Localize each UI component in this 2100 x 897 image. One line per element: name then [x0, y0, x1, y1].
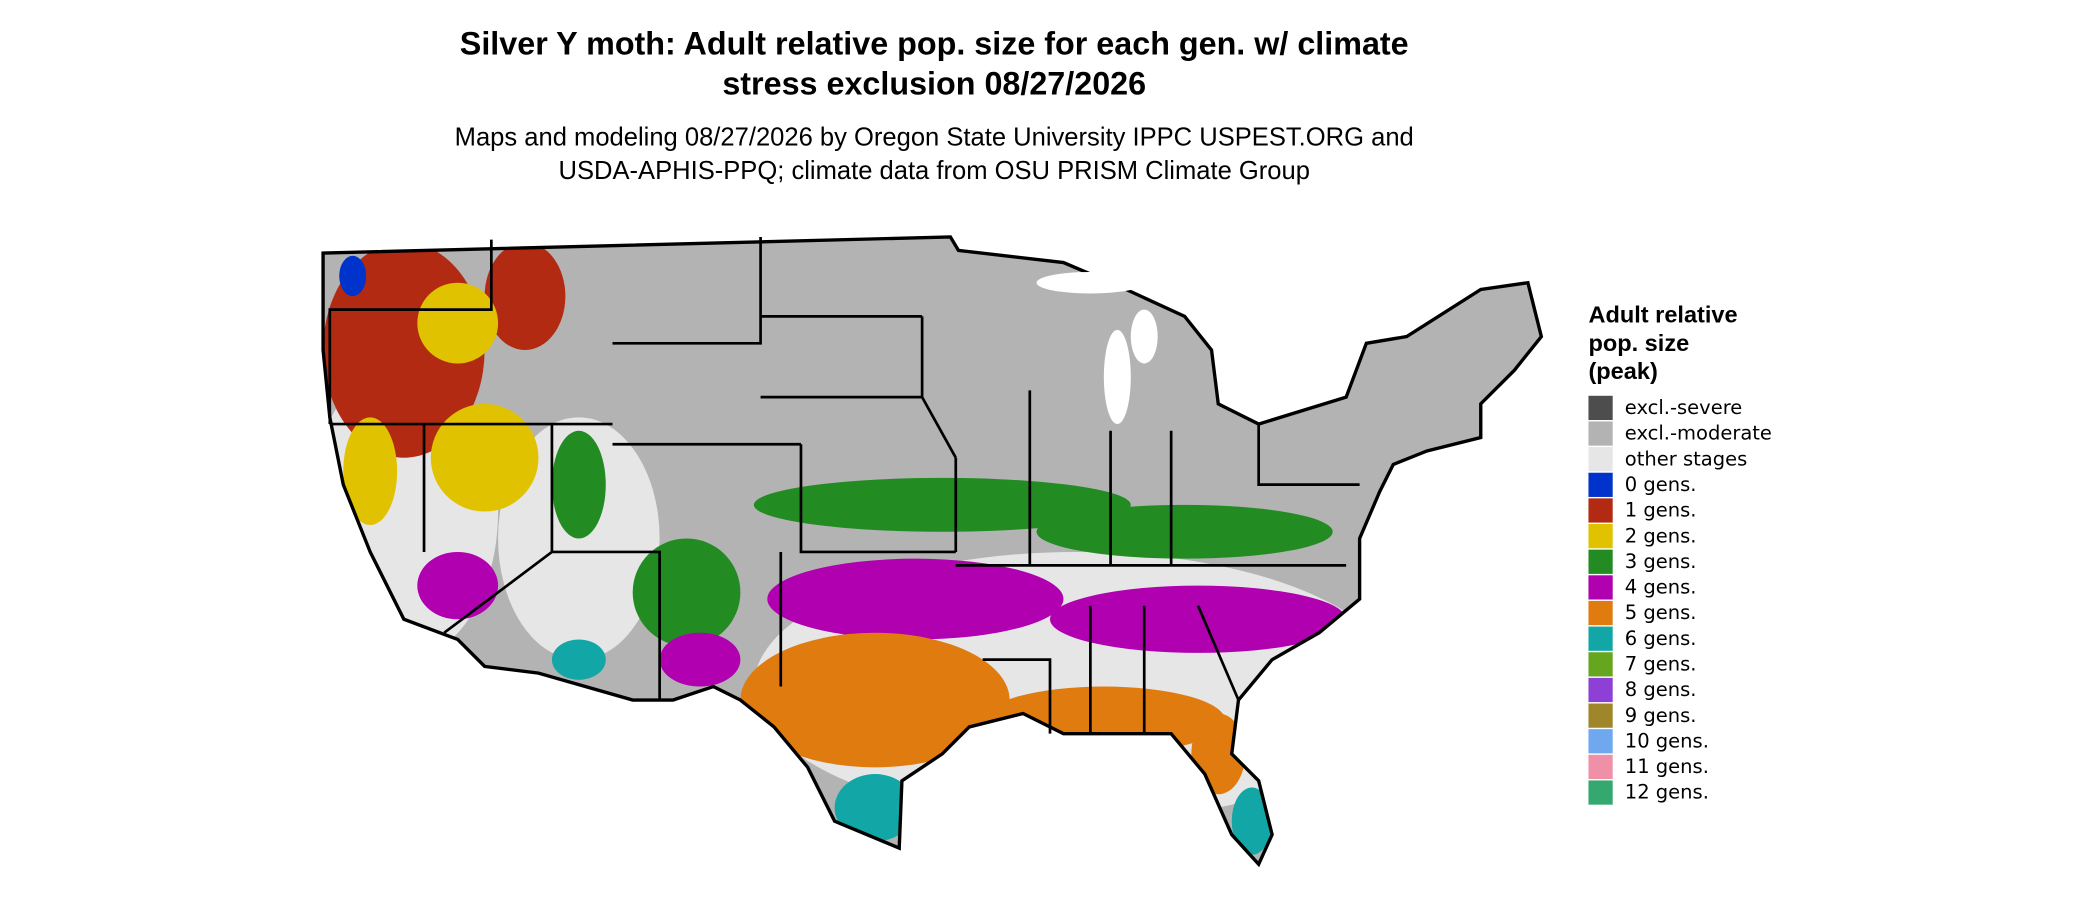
legend-label: 3 gens. — [1625, 550, 1697, 573]
region — [1050, 585, 1347, 653]
title-line: Silver Y moth: Adult relative pop. size … — [460, 25, 1409, 61]
legend-swatch — [1588, 498, 1613, 523]
region — [753, 477, 1131, 532]
legend-label: 6 gens. — [1625, 627, 1697, 650]
region — [1231, 787, 1273, 855]
legend-swatch — [1588, 600, 1613, 626]
region — [740, 632, 1010, 768]
region — [551, 639, 606, 680]
region — [339, 255, 367, 297]
legend-label: 9 gens. — [1625, 704, 1697, 727]
legend-swatch — [1588, 754, 1613, 780]
region — [767, 558, 1064, 640]
region — [417, 551, 499, 620]
legend-swatch — [1588, 652, 1613, 677]
legend-swatch — [1588, 524, 1613, 549]
legend-swatch — [1588, 472, 1613, 497]
region — [1191, 713, 1246, 795]
region — [484, 242, 566, 351]
region — [982, 686, 1225, 754]
legend-label: 5 gens. — [1625, 601, 1697, 624]
legend-label: other stages — [1625, 447, 1747, 470]
legend-label: 8 gens. — [1625, 678, 1697, 701]
region — [834, 774, 916, 842]
legend-label: excl.-severe — [1625, 396, 1743, 419]
region — [417, 282, 499, 364]
legend-label: 12 gens. — [1625, 781, 1709, 804]
us-outline — [321, 235, 1544, 868]
legend-swatch — [1588, 549, 1613, 574]
title-line: stress exclusion 08/27/2026 — [722, 66, 1146, 102]
legend-title-line: pop. size — [1588, 330, 1689, 356]
legend-swatch — [1588, 421, 1613, 446]
legend-label: 7 gens. — [1625, 653, 1697, 676]
subtitle-line: USDA-APHIS-PPQ; climate data from OSU PR… — [559, 157, 1310, 185]
legend-label: 10 gens. — [1625, 729, 1709, 752]
legend-swatch — [1588, 575, 1613, 600]
region — [430, 403, 539, 512]
legend-swatch — [1588, 729, 1613, 754]
legend-swatch — [1588, 677, 1613, 703]
legend-label: 1 gens. — [1625, 499, 1697, 522]
region — [659, 632, 741, 687]
legend-swatch — [1588, 626, 1613, 651]
region — [343, 417, 398, 526]
legend-swatch — [1588, 447, 1613, 472]
legend-title-line: (peak) — [1588, 358, 1657, 384]
region — [1036, 504, 1333, 559]
legend-swatch — [1588, 703, 1613, 728]
legend-swatch — [1588, 780, 1613, 805]
state-borders — [328, 236, 1360, 734]
subtitle-line: Maps and modeling 08/27/2026 by Oregon S… — [455, 123, 1414, 151]
legend-label: 11 gens. — [1625, 755, 1709, 778]
great-lakes — [1036, 271, 1158, 425]
legend-label: 2 gens. — [1625, 524, 1697, 547]
legend-swatch — [1588, 395, 1613, 421]
legend-label: excl.-moderate — [1625, 422, 1772, 445]
legend-label: 0 gens. — [1625, 473, 1697, 496]
legend-title-line: Adult relative — [1588, 302, 1737, 328]
region — [632, 538, 741, 647]
region — [551, 430, 606, 539]
legend-label: 4 gens. — [1625, 576, 1697, 599]
